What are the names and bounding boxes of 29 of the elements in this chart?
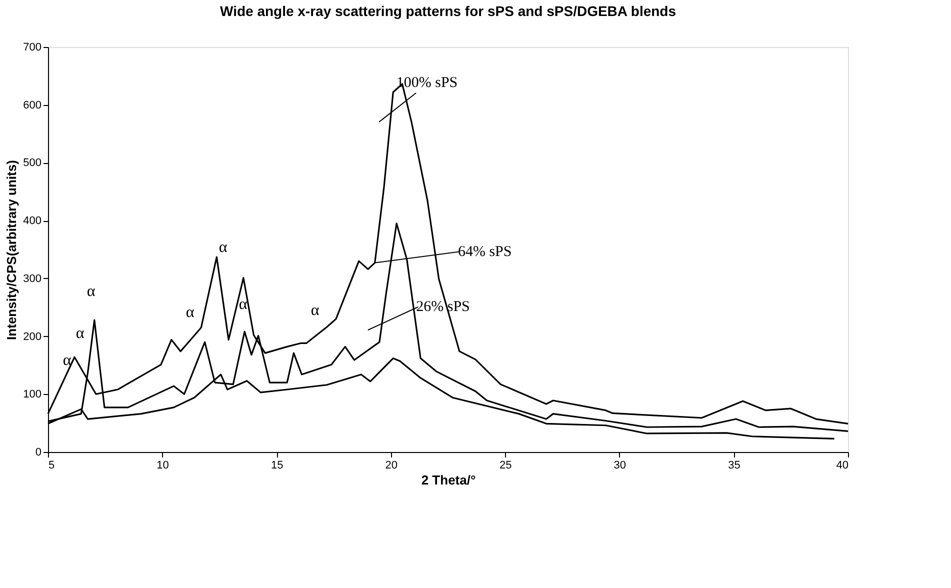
x-tick-label: 40: [836, 460, 848, 472]
annotation: α: [86, 283, 96, 300]
y-tick-label: 500: [23, 157, 42, 170]
y-tick-label: 400: [23, 215, 42, 228]
annotation: 64% sPS: [458, 244, 512, 260]
annotation: α: [186, 304, 195, 321]
x-tick-label: 5: [48, 460, 55, 472]
y-tick-label: 700: [23, 42, 42, 54]
x-tick-label: 20: [385, 460, 398, 472]
annotation: α: [218, 239, 228, 256]
annotation: 100% sPS: [396, 75, 458, 91]
y-tick-label: 200: [23, 330, 42, 343]
annotation: α: [62, 352, 72, 369]
x-tick-label: 30: [614, 460, 626, 472]
x-tick-label: 35: [728, 460, 740, 472]
annotation: α: [310, 302, 320, 319]
y-tick-label: 100: [23, 388, 42, 401]
x-axis-title: 2 Theta/°: [421, 472, 476, 488]
annotation: α: [76, 325, 85, 342]
chart-title: Wide angle x-ray scattering patterns for sPS and sPS/DGEBA blends: [220, 3, 676, 19]
x-tick-label: 25: [500, 460, 512, 472]
y-tick-label: 600: [23, 99, 42, 112]
x-tick-label: 15: [270, 460, 284, 472]
x-tick-label: 10: [156, 460, 169, 472]
y-tick-label: 0: [35, 446, 42, 458]
annotation: α: [238, 296, 248, 313]
y-axis-title: Intensity/CPS(arbitrary units): [4, 160, 20, 340]
annotation: 26% sPS: [416, 299, 470, 315]
y-tick-label: 300: [23, 272, 42, 285]
